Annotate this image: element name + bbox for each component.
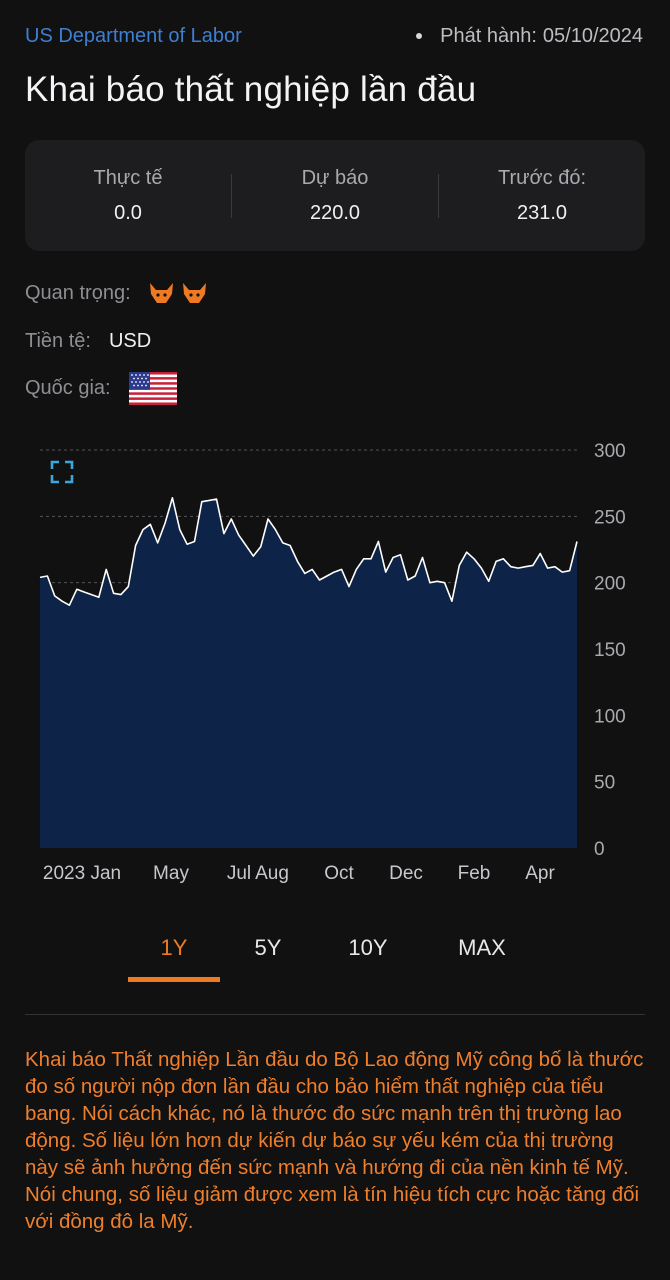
series-line — [39, 497, 578, 606]
stat-value: 220.0 — [309, 201, 361, 224]
currency-row: Tiền tệ: USD — [25, 326, 151, 356]
bull-icon — [182, 283, 206, 303]
stat-divider — [438, 173, 439, 218]
y-tick-label: 0 — [594, 839, 605, 860]
y-tick-label: 50 — [594, 773, 615, 794]
stat-label: Thực tế — [93, 166, 163, 189]
stats-card: Thực tế 0.0 Dự báo 220.0 Trước đó: 231.0 — [25, 140, 645, 251]
currency-label: Tiền tệ: — [25, 329, 91, 352]
x-tick-label: Dec — [389, 863, 423, 884]
bull-icon — [149, 283, 173, 303]
range-selector: 1Y 5Y 10Y MAX — [0, 918, 670, 988]
stat-forecast: Dự báo 220.0 — [232, 167, 438, 225]
importance-icons — [149, 281, 207, 305]
expand-icon[interactable] — [50, 460, 74, 484]
importance-row: Quan trọng: — [25, 278, 207, 308]
source-link[interactable]: US Department of Labor — [25, 24, 242, 47]
release-label: Phát hành: — [440, 24, 537, 47]
country-label: Quốc gia: — [25, 376, 111, 399]
active-tab-indicator — [128, 977, 220, 982]
stat-label: Trước đó: — [498, 166, 586, 189]
release-info: Phát hành: 05/10/2024 — [416, 25, 643, 48]
y-tick-label: 300 — [594, 441, 626, 462]
us-flag-icon — [128, 371, 177, 405]
range-tab-max[interactable]: MAX — [458, 935, 506, 960]
y-tick-label: 100 — [594, 706, 626, 727]
x-tick-label: Feb — [458, 863, 491, 884]
x-tick-label: 2023 Jan — [43, 863, 121, 884]
indicator-description: Khai báo Thất nghiệp Lần đầu do Bộ Lao đ… — [25, 1048, 644, 1233]
y-axis-ticks: 300 250 200 150 100 50 0 — [594, 441, 626, 860]
stat-label: Dự báo — [301, 166, 369, 189]
range-tab-10y[interactable]: 10Y — [348, 935, 388, 960]
x-tick-label: Oct — [324, 863, 354, 884]
y-tick-label: 200 — [594, 574, 626, 595]
stat-divider — [231, 173, 232, 218]
section-divider — [25, 1014, 645, 1015]
x-tick-label: May — [153, 863, 189, 884]
header-row: US Department of Labor Phát hành: 05/10/… — [25, 22, 643, 50]
stat-actual: Thực tế 0.0 — [25, 167, 231, 225]
y-tick-label: 250 — [594, 507, 626, 528]
area-fill — [40, 497, 577, 848]
release-date: 05/10/2024 — [542, 24, 643, 47]
importance-label: Quan trọng: — [25, 281, 131, 304]
stat-previous: Trước đó: 231.0 — [439, 167, 645, 225]
x-axis-ticks: 2023 Jan May Jul Aug Oct Dec Feb Apr — [43, 863, 556, 884]
country-row: Quốc gia: — [25, 371, 177, 405]
x-tick-label: Apr — [525, 863, 555, 884]
stat-value: 231.0 — [516, 201, 568, 224]
range-tab-1y[interactable]: 1Y — [160, 935, 188, 960]
y-tick-label: 150 — [594, 640, 626, 661]
x-tick-label: Jul — [227, 863, 251, 884]
range-tab-5y[interactable]: 5Y — [254, 935, 282, 960]
history-chart: 300 250 200 150 100 50 0 2023 Jan May Jul Aug Oct D… — [39, 441, 626, 884]
x-tick-label: Aug — [255, 863, 289, 884]
currency-value: USD — [108, 329, 152, 352]
stat-value: 0.0 — [114, 201, 142, 224]
bullet-icon — [416, 33, 423, 39]
page-title: Khai báo thất nghiệp lần đầu — [25, 70, 477, 109]
